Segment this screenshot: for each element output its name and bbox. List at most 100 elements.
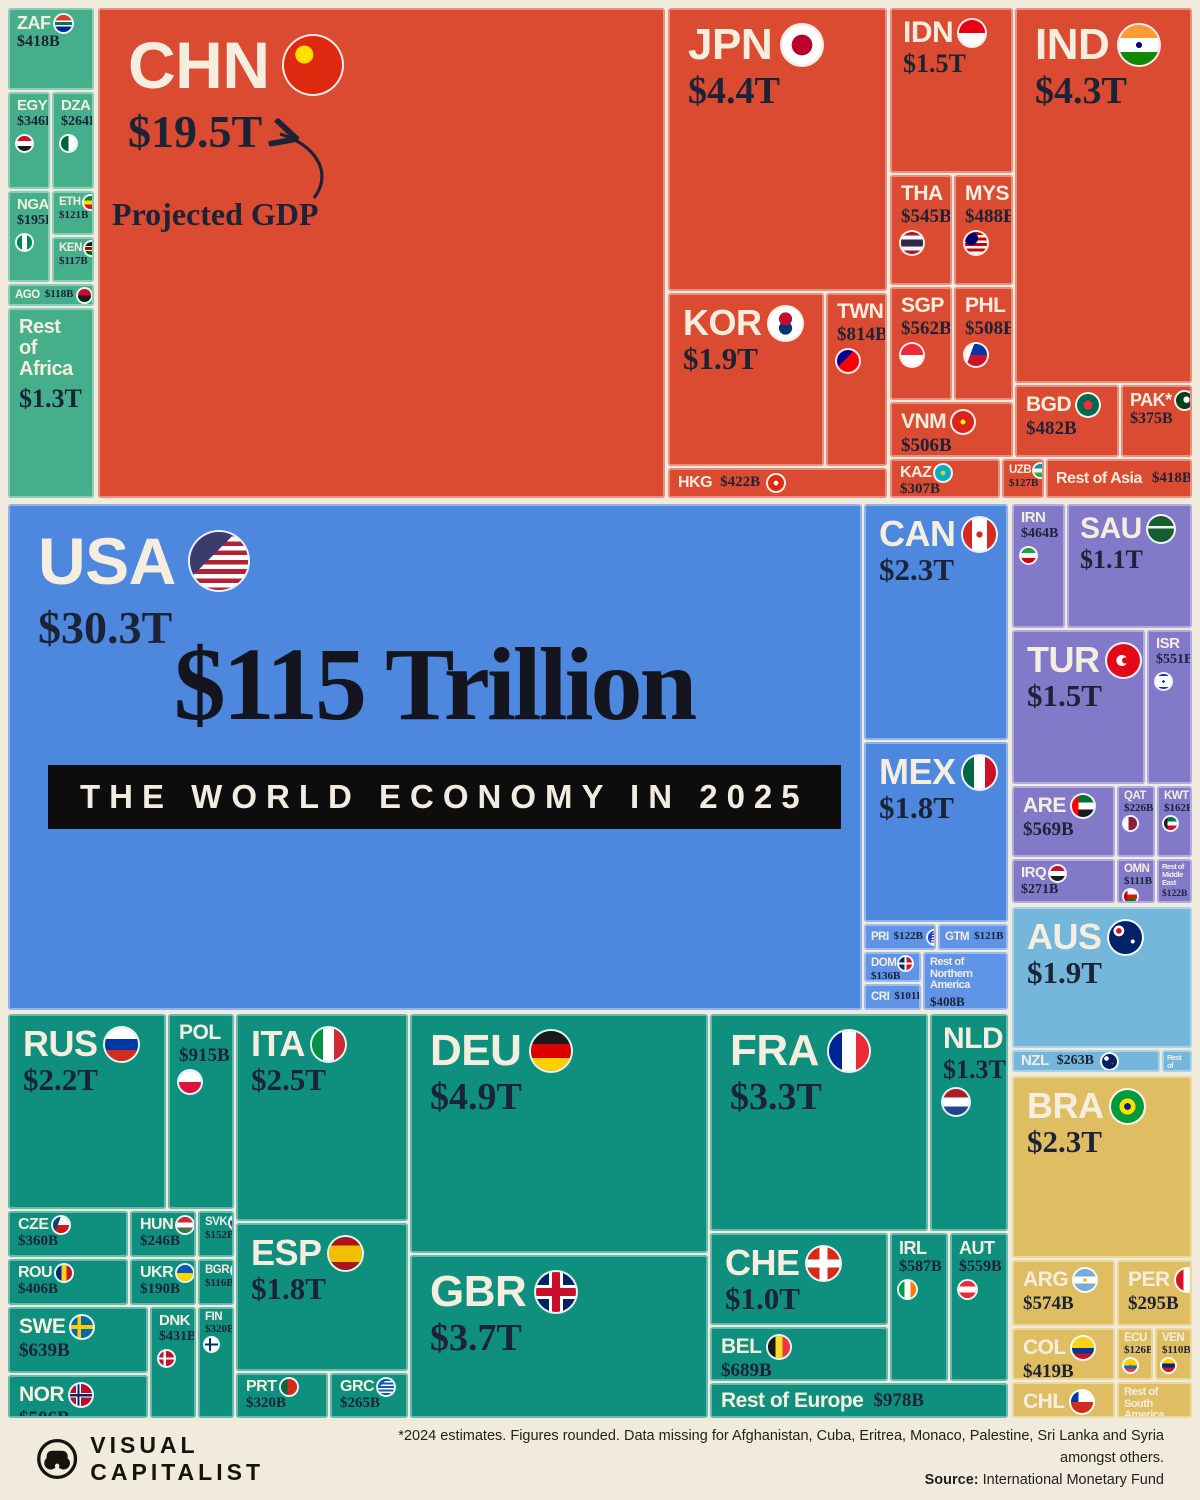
tile-qat: QAT $226B xyxy=(1117,786,1155,857)
rou-flag-icon xyxy=(56,1265,73,1281)
country-code: CHN xyxy=(128,28,270,102)
tile-rest-of-europe: Rest of Europe $978B xyxy=(710,1383,1008,1418)
eth-flag-icon xyxy=(83,196,92,209)
headline-block: $115 Trillion THE WORLD ECONOMY IN 2025 xyxy=(48,630,841,830)
country-code: KWT xyxy=(1164,790,1189,802)
gdp-value: $19.5T xyxy=(128,105,263,157)
country-code: ESP xyxy=(251,1232,322,1273)
country-code: FIN xyxy=(205,1311,223,1323)
gdp-value: $419B xyxy=(1023,1361,1074,1380)
mys-flag-icon xyxy=(965,232,987,255)
country-code: DEU xyxy=(430,1026,522,1075)
gdp-value: $562B xyxy=(901,317,952,339)
gdp-value: $110B xyxy=(1162,1343,1191,1356)
headline-banner: THE WORLD ECONOMY IN 2025 xyxy=(48,765,841,830)
country-code: MYS xyxy=(965,182,1010,205)
gdp-value: $121B xyxy=(974,930,1004,943)
gdp-value: $2.5T xyxy=(251,1062,326,1098)
gdp-value: $508B xyxy=(965,317,1013,339)
omn-flag-icon xyxy=(1124,890,1137,901)
gdp-value: $320B xyxy=(246,1395,287,1411)
gdp-value: $406B xyxy=(18,1281,59,1297)
source-line: Source: International Monetary Fund xyxy=(359,1470,1164,1492)
country-code: POL xyxy=(179,1021,221,1044)
tile-deu: DEU $4.9T xyxy=(410,1014,708,1253)
country-code: Rest of Asia xyxy=(1056,469,1142,487)
country-code: IND xyxy=(1035,20,1110,69)
gdp-value: $1.5T xyxy=(1027,678,1102,714)
deu-flag-icon xyxy=(531,1030,572,1071)
country-code: CRI xyxy=(871,990,890,1003)
nld-flag-icon xyxy=(943,1089,969,1116)
country-code: CZE xyxy=(18,1216,49,1234)
country-code: FRA xyxy=(730,1026,819,1075)
tile-bgd: BGD $482B xyxy=(1015,385,1119,457)
country-code: NLD xyxy=(943,1022,1004,1055)
country-code: PHL xyxy=(965,294,1006,317)
country-code: ITA xyxy=(251,1023,305,1064)
country-code: ROU xyxy=(18,1264,53,1282)
gdp-value: $574B xyxy=(1023,1293,1074,1314)
tile-are: ARE $569B xyxy=(1012,786,1115,857)
country-code: NZL xyxy=(1021,1051,1049,1069)
twn-flag-icon xyxy=(837,350,859,373)
country-code: AGO xyxy=(15,288,40,301)
tile-che: CHE $1.0T xyxy=(710,1233,888,1325)
gdp-value: $1.8T xyxy=(251,1271,326,1307)
tile-twn: TWN $814B xyxy=(826,293,887,466)
tile-per: PER $295B xyxy=(1117,1260,1192,1326)
mex-flag-icon xyxy=(962,755,996,789)
tile-pri: PRI $122B xyxy=(864,924,936,950)
tile-irq: IRQ $271B xyxy=(1012,859,1115,903)
gdp-value: $506B xyxy=(901,435,952,456)
tile-vnm: VNM $506B xyxy=(890,402,1013,457)
ind-flag-icon xyxy=(1119,24,1160,65)
gdp-value: $118B xyxy=(44,288,74,301)
bra-flag-icon xyxy=(1110,1089,1144,1123)
country-code: ECU xyxy=(1124,1332,1147,1344)
country-code: DNK xyxy=(159,1312,191,1329)
fin-flag-icon xyxy=(205,1338,218,1352)
gdp-value: $506B xyxy=(19,1409,137,1416)
country-code: Rest of Middle East xyxy=(1162,862,1184,887)
tile-rest-of-northern-america: Rest of Northern America $408B xyxy=(923,952,1008,1010)
source-label: Source: xyxy=(924,1471,979,1488)
country-code: Rest of Europe xyxy=(721,1388,864,1412)
gdp-value: $346B xyxy=(17,114,48,130)
ita-flag-icon xyxy=(311,1027,345,1061)
pri-flag-icon xyxy=(928,930,934,944)
kor-flag-icon xyxy=(768,306,802,340)
country-code: BGR xyxy=(205,1264,230,1277)
tile-eth: ETH $121B xyxy=(52,191,94,235)
country-code: NGA xyxy=(17,196,49,213)
tile-ago: AGO $118B xyxy=(8,284,94,306)
gdp-value: $639B xyxy=(19,1340,70,1361)
gdp-value: $320B xyxy=(205,1322,234,1335)
tile-jpn: JPN $4.4T xyxy=(668,8,887,291)
gdp-value: $375B xyxy=(1130,410,1173,428)
country-code: UKR xyxy=(140,1264,174,1282)
tile-pol: POL $915B xyxy=(168,1014,234,1209)
country-code: QAT xyxy=(1124,790,1146,802)
country-code: NOR xyxy=(19,1383,65,1407)
country-code: ARG xyxy=(1023,1268,1069,1292)
gdp-value: $545B xyxy=(901,205,952,227)
fra-flag-icon xyxy=(828,1030,869,1071)
prt-flag-icon xyxy=(280,1379,297,1395)
country-code: PRI xyxy=(871,930,889,943)
tile-arg: ARG $574B xyxy=(1012,1260,1115,1326)
country-code: UZB xyxy=(1009,464,1032,477)
tile-nor: NOR $506B xyxy=(8,1375,148,1418)
tile-hun: HUN $246B xyxy=(130,1211,196,1257)
country-code: IDN xyxy=(903,16,954,49)
irq-flag-icon xyxy=(1050,866,1066,881)
tile-nzl: NZL $263B xyxy=(1012,1050,1160,1072)
country-code: GRC xyxy=(340,1378,375,1396)
country-code: SVK xyxy=(205,1216,228,1229)
footnote-text: *2024 estimates. Figures rounded. Data m… xyxy=(398,1428,1164,1467)
gdp-value: $122B xyxy=(893,930,924,943)
country-code: IRQ xyxy=(1021,864,1047,882)
tile-rest-of-africa: Rest of Africa $1.3T xyxy=(8,308,94,498)
country-code: MEX xyxy=(879,751,956,792)
ukr-flag-icon xyxy=(177,1265,194,1281)
